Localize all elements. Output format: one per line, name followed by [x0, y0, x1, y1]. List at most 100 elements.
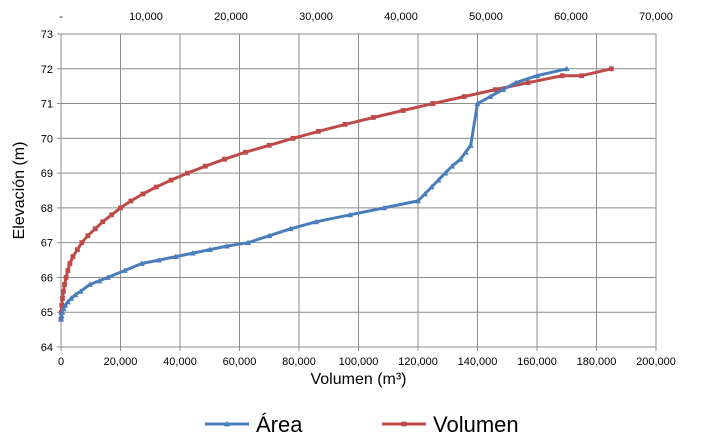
data-point: [140, 191, 146, 197]
data-point: [461, 94, 467, 99]
data-point: [64, 298, 71, 305]
y-tick-label: 66: [41, 272, 53, 284]
data-point: [60, 288, 66, 294]
y-tick-label: 72: [41, 64, 53, 76]
data-point: [138, 260, 145, 266]
x-tick-label: 120,000: [398, 356, 438, 368]
data-point: [128, 198, 134, 204]
data-point: [449, 163, 455, 169]
data-point: [62, 282, 67, 287]
y-axis-title: Elevación (m): [11, 142, 28, 240]
x2-tick-label: 30,000: [299, 11, 333, 23]
data-point: [442, 170, 449, 176]
series-layer: [58, 65, 614, 322]
data-point: [430, 101, 436, 106]
x-tick-label: 100,000: [339, 356, 379, 368]
y-tick-label: 65: [41, 307, 53, 319]
data-point: [60, 305, 67, 312]
x2-tick-label: 50,000: [469, 11, 503, 23]
data-point: [63, 275, 69, 280]
data-point: [58, 312, 65, 319]
data-point: [500, 86, 506, 93]
legend-label: Área: [256, 412, 303, 437]
data-point: [290, 135, 296, 141]
data-point: [342, 122, 348, 127]
data-point: [104, 274, 111, 280]
data-point: [266, 142, 272, 148]
data-point: [74, 247, 80, 253]
data-point: [185, 170, 190, 176]
data-point: [67, 261, 73, 266]
data-point: [559, 73, 565, 79]
data-point: [313, 218, 319, 225]
data-point: [58, 316, 64, 322]
x2-tick-label: 40,000: [384, 11, 418, 23]
y-tick-label: 71: [41, 99, 53, 111]
data-point: [474, 100, 481, 106]
y-tick-label: 67: [41, 238, 53, 250]
series-area: [58, 65, 570, 322]
data-point: [68, 295, 75, 301]
data-point: [92, 226, 98, 232]
data-point: [100, 219, 106, 225]
data-point: [70, 254, 76, 259]
y-tick-label: 68: [41, 203, 53, 215]
x2-tick-label: 70,000: [639, 11, 673, 23]
data-point: [222, 156, 228, 162]
data-point: [435, 177, 442, 183]
data-point: [109, 212, 114, 218]
data-point: [72, 291, 79, 298]
x-tick-label: 40,000: [163, 356, 197, 368]
data-point: [153, 184, 159, 190]
data-point: [243, 149, 248, 155]
x-tick-label: 0: [58, 356, 64, 368]
data-point: [287, 225, 294, 232]
data-point: [381, 204, 387, 211]
legend-marker: [224, 421, 230, 427]
data-point: [534, 72, 540, 79]
data-point: [266, 232, 273, 239]
data-point: [347, 211, 353, 218]
data-point: [370, 115, 376, 120]
data-point: [172, 253, 179, 259]
data-point: [457, 156, 464, 162]
data-point: [467, 142, 474, 148]
legend-label: Volumen: [433, 412, 519, 437]
x2-tick-label: 20,000: [214, 11, 248, 23]
data-point: [96, 277, 103, 284]
series-line: [59, 67, 568, 320]
data-point: [206, 246, 213, 253]
data-point: [59, 302, 65, 308]
tick-labels: 0 20,000 40,000 60,000 80,000 100,000 120,000 1…: [41, 11, 676, 368]
data-point: [579, 73, 585, 79]
x-tick-label: 60,000: [223, 356, 257, 368]
data-point: [415, 197, 421, 204]
x-tick-label: 20,000: [104, 356, 138, 368]
x-tick-label: 80,000: [282, 356, 316, 368]
data-point: [421, 190, 428, 197]
data-point: [59, 309, 66, 315]
data-point: [121, 267, 128, 273]
axes: [57, 33, 657, 351]
data-point: [85, 233, 91, 239]
legend-item: Volumen: [382, 412, 519, 437]
data-point: [65, 268, 71, 273]
legend-marker: [401, 421, 407, 427]
data-point: [62, 302, 69, 308]
data-point: [245, 239, 251, 246]
data-point: [563, 65, 570, 72]
x2-tick-label: 60,000: [554, 11, 588, 23]
legend: Área Volumen: [205, 412, 519, 437]
data-point: [77, 288, 84, 294]
series-volumen: [58, 66, 614, 322]
y-tick-label: 73: [41, 29, 53, 41]
legend-item: Área: [205, 412, 303, 437]
data-point: [315, 128, 321, 134]
data-point: [223, 243, 230, 249]
data-point: [189, 250, 196, 256]
x-tick-label: 140,000: [458, 356, 498, 368]
data-point: [492, 87, 498, 93]
data-point: [525, 80, 531, 86]
